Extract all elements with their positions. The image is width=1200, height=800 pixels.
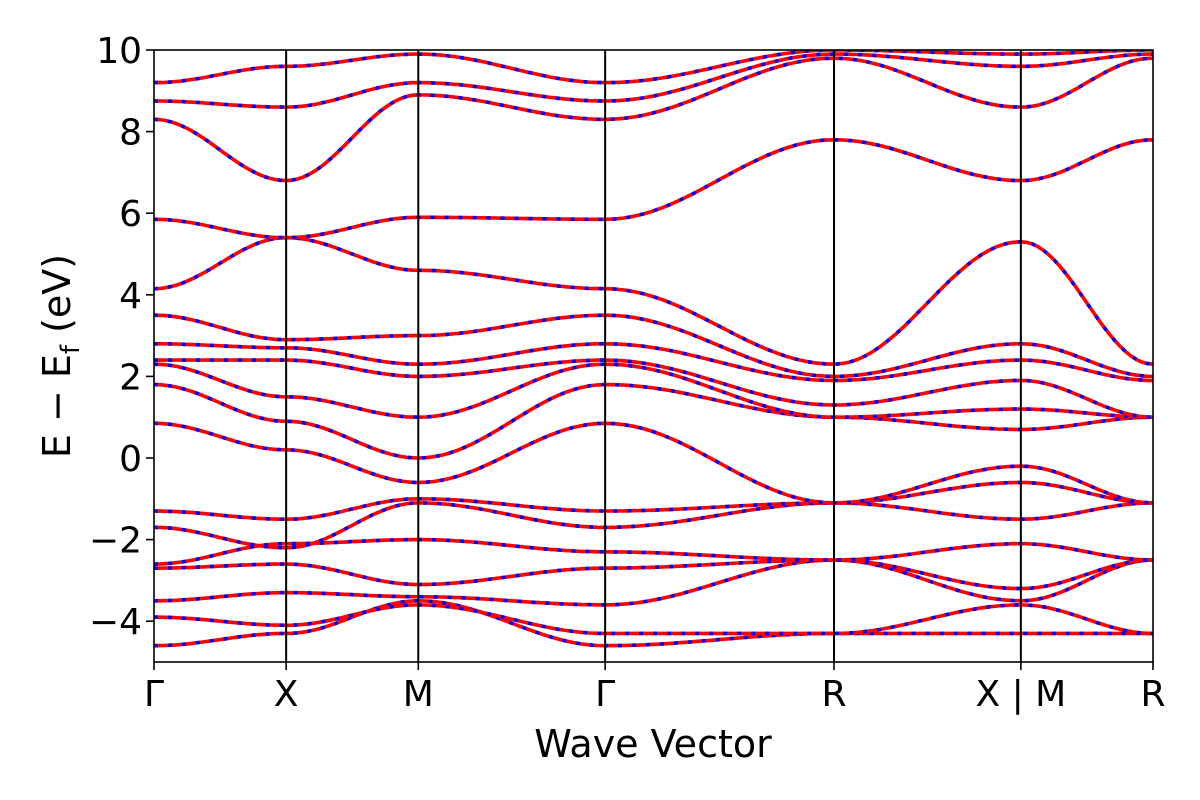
y-tick-label: 4 (119, 276, 142, 317)
y-tick-label: 2 (119, 357, 142, 398)
band-line-dashed-15 (154, 138, 1153, 240)
x-tick-label: Γ (144, 674, 164, 715)
band-line-10 (154, 362, 1153, 419)
svg-text:E − Ef(eV): E − Ef (eV) (35, 254, 86, 458)
band-line-7 (154, 480, 1153, 521)
y-tick-label: 0 (119, 439, 142, 480)
band-line-dashed-8 (154, 421, 1153, 505)
x-tick-label: X | M (975, 674, 1066, 715)
kpoint-separator-lines (285, 50, 1022, 662)
x-tick-label: M (403, 674, 434, 715)
band-lines (154, 50, 1153, 648)
plot-frame (153, 49, 1154, 663)
y-axis-label-unit: (eV) (35, 254, 79, 333)
x-axis-label: Wave Vector (534, 722, 772, 766)
band-line-16 (154, 56, 1153, 183)
y-tick-label: 10 (96, 31, 142, 72)
band-line-8 (154, 421, 1153, 505)
x-axis: Γ X M Γ R X | M R (144, 662, 1166, 715)
x-tick-label: X (274, 674, 299, 715)
band-line-2 (154, 603, 1153, 636)
x-tick-label: Γ (595, 674, 615, 715)
y-axis-label-subscript: f (56, 344, 86, 354)
y-tick-label: −2 (89, 521, 142, 562)
band-line-15 (154, 138, 1153, 240)
y-tick-label: 8 (119, 113, 142, 154)
band-line-dashed-7 (154, 480, 1153, 521)
band-line-dashed-16 (154, 56, 1153, 183)
y-axis-label-main: E − E (35, 354, 79, 458)
band-line-dashed-9 (154, 382, 1153, 460)
y-tick-label: 6 (119, 194, 142, 235)
band-line-4 (154, 558, 1153, 591)
y-axis-label: E − Ef (eV) (35, 254, 86, 458)
y-tick-label: −4 (89, 602, 142, 643)
y-axis: −4 −2 0 2 4 6 8 10 (89, 31, 154, 643)
band-line-dashed-2 (154, 603, 1153, 636)
band-line-5 (154, 537, 1153, 566)
x-tick-label: R (1140, 674, 1165, 715)
band-line-13 (154, 313, 1153, 379)
x-tick-label: R (821, 674, 846, 715)
